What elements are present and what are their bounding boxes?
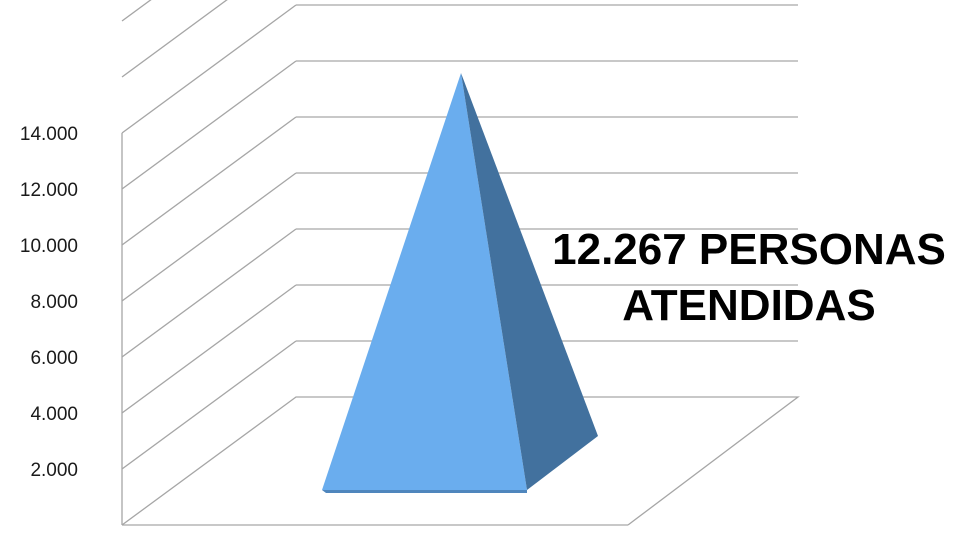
y-tick-label: 12.000 — [20, 180, 78, 201]
y-tick-label: 8.000 — [30, 292, 78, 313]
y-tick-label: 4.000 — [30, 404, 78, 425]
gridlines — [121, 0, 800, 526]
pyramid-front-face — [322, 73, 527, 490]
data-marks — [322, 73, 598, 493]
gridline-side — [121, 284, 297, 414]
y-tick-label: 6.000 — [30, 348, 78, 369]
gridline-side — [121, 228, 297, 358]
pyramid-base-edge — [322, 490, 527, 493]
gridline-side — [121, 172, 297, 302]
gridline-side — [121, 340, 297, 470]
y-tick-label: 14.000 — [20, 124, 78, 145]
gridline-side — [121, 0, 152, 22]
chart-annotation: 12.267 PERSONAS ATENDIDAS — [540, 222, 957, 334]
y-tick-label: 2.000 — [30, 460, 78, 481]
pyramid-side-face — [461, 73, 598, 490]
gridline-side — [121, 60, 297, 190]
annotation-line-2: ATENDIDAS — [622, 281, 876, 330]
gridline-side — [121, 4, 297, 134]
annotation-line-1: 12.267 PERSONAS — [552, 225, 946, 274]
y-axis: 2.000 4.000 6.000 8.000 10.000 12.000 14.000 — [20, 124, 123, 525]
gridline-side — [121, 116, 297, 246]
gridline-side — [121, 0, 228, 78]
y-tick-label: 10.000 — [20, 236, 78, 257]
